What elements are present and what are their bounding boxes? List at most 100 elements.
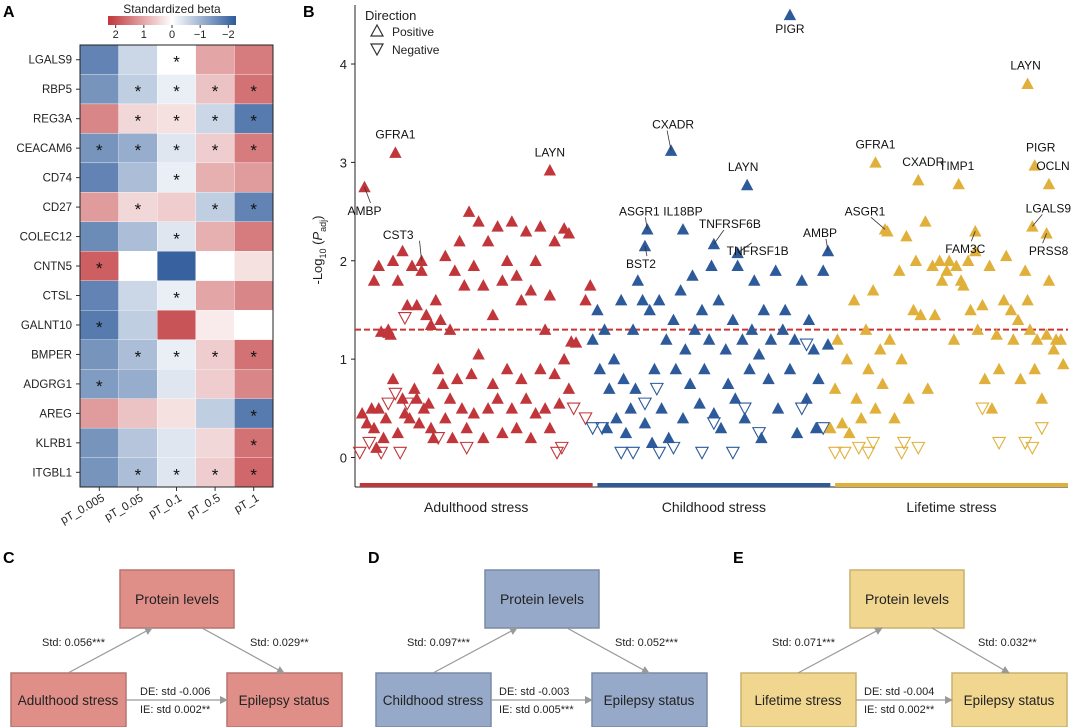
heatmap-cell xyxy=(79,398,119,429)
positive-point xyxy=(1028,362,1041,375)
negative-point xyxy=(637,397,653,411)
positive-point xyxy=(985,402,999,414)
positive-point xyxy=(579,293,592,306)
positive-point xyxy=(410,392,423,404)
significance-star: * xyxy=(250,436,257,455)
positive-point xyxy=(569,336,583,348)
heatmap-cell xyxy=(195,221,235,252)
positive-point xyxy=(843,426,856,439)
point-label: LGALS9 xyxy=(1026,201,1072,215)
group-bars xyxy=(359,483,1068,487)
negative-point xyxy=(816,422,831,436)
negative-point xyxy=(585,422,600,436)
point-label: ASGR1 xyxy=(619,204,660,218)
exposure-label: Lifetime stress xyxy=(754,693,841,708)
heatmap-cell xyxy=(79,369,119,399)
positive-point xyxy=(731,259,744,271)
negative-point xyxy=(861,446,876,460)
heatmap-cell xyxy=(234,133,274,164)
group-bar xyxy=(597,483,831,487)
heatmap-cell xyxy=(234,74,274,105)
heatmap-cell xyxy=(118,457,158,488)
heatmap-row-labels: LGALS9 RBP5 REG3A CEACAM6 CD74 CD27 COLEC12 CNT… xyxy=(16,55,80,479)
positive-point xyxy=(586,333,599,345)
positive-point xyxy=(926,259,939,271)
significance-star: * xyxy=(250,465,257,484)
negative-point xyxy=(799,338,814,352)
positive-point xyxy=(455,402,469,414)
positive-point xyxy=(648,362,661,375)
point-label: OCLN xyxy=(1036,159,1069,173)
positive-point xyxy=(745,323,759,335)
heatmap-cell xyxy=(79,103,119,134)
positive-point xyxy=(817,264,830,276)
positive-point xyxy=(505,402,519,414)
positive-point xyxy=(755,431,768,444)
significance-star: * xyxy=(250,406,257,425)
positive-point xyxy=(990,328,1003,340)
positive-point xyxy=(436,377,450,389)
exposure-box xyxy=(740,672,857,727)
heatmap-cell xyxy=(195,44,235,75)
positive-point xyxy=(783,8,797,21)
positive-point xyxy=(824,421,837,434)
positive-point xyxy=(764,333,778,345)
point-label: LAYN xyxy=(1010,59,1040,73)
negative-point xyxy=(400,397,415,411)
negative-point xyxy=(1034,422,1049,436)
significance-star: * xyxy=(96,141,103,160)
heatmap-column-label: pT_0.005 xyxy=(59,492,107,527)
heatmap-cell xyxy=(234,369,274,399)
positive-point xyxy=(543,164,557,176)
positive-point xyxy=(486,308,500,321)
positive-point xyxy=(933,254,946,267)
panel-label-a: A xyxy=(3,4,15,21)
y-tick-label: 1 xyxy=(340,352,347,367)
label-leader-line xyxy=(644,245,648,257)
positive-point xyxy=(705,259,718,271)
positive-point xyxy=(548,367,561,380)
outcome-box xyxy=(226,672,343,727)
direct-effect-label: DE: std -0.003 xyxy=(499,686,569,698)
point-label: CXADR xyxy=(652,118,694,132)
positive-point xyxy=(698,362,711,375)
exposure-label: Childhood stress xyxy=(383,693,484,708)
heatmap-cell xyxy=(195,192,235,222)
significance-star: * xyxy=(135,347,142,366)
positive-point xyxy=(862,362,875,375)
positive-point xyxy=(743,362,756,375)
heatmap-cell xyxy=(118,427,158,458)
positive-point xyxy=(408,382,421,394)
positive-point xyxy=(809,421,823,434)
heatmap-cell xyxy=(79,162,119,193)
positive-point xyxy=(802,313,816,326)
heatmap-cell xyxy=(79,457,119,488)
direction-legend: Direction Positive Negative xyxy=(365,8,440,57)
significance-star: * xyxy=(135,112,142,131)
group-labels: Adulthood stress Childhood stress Lifetime… xyxy=(424,499,997,515)
positive-point xyxy=(538,402,552,414)
heatmap-row-label: AREG xyxy=(39,408,72,420)
heatmap-cell xyxy=(157,369,196,399)
heatmap-cell xyxy=(79,427,119,458)
significance-star: * xyxy=(96,377,103,396)
positive-point xyxy=(401,298,414,311)
positive-point xyxy=(391,274,404,286)
positive-point xyxy=(738,411,751,424)
positive-point xyxy=(386,372,400,385)
positive-point xyxy=(619,426,633,439)
positive-point xyxy=(358,180,371,193)
positive-point xyxy=(1035,392,1049,404)
positive-point xyxy=(450,372,464,385)
positive-point xyxy=(410,298,423,311)
positive-point xyxy=(976,298,989,311)
y-tick-label: 2 xyxy=(340,254,347,269)
significance-star: * xyxy=(212,141,219,160)
label-leader-line xyxy=(644,217,648,230)
positive-point xyxy=(1011,313,1025,326)
point-label: PIGR xyxy=(1026,140,1056,154)
positive-point xyxy=(355,407,369,419)
colorbar-tick-label: 1 xyxy=(141,29,147,41)
